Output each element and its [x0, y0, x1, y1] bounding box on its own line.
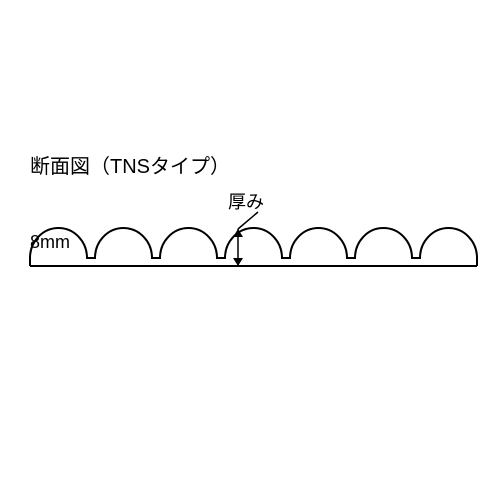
cross-section-svg	[0, 0, 500, 500]
profile-top	[30, 228, 477, 258]
diagram-canvas: 断面図（TNSタイプ） 8mm 厚み	[0, 0, 500, 500]
arrowhead-icon	[233, 258, 243, 266]
thickness-leader	[238, 212, 258, 229]
